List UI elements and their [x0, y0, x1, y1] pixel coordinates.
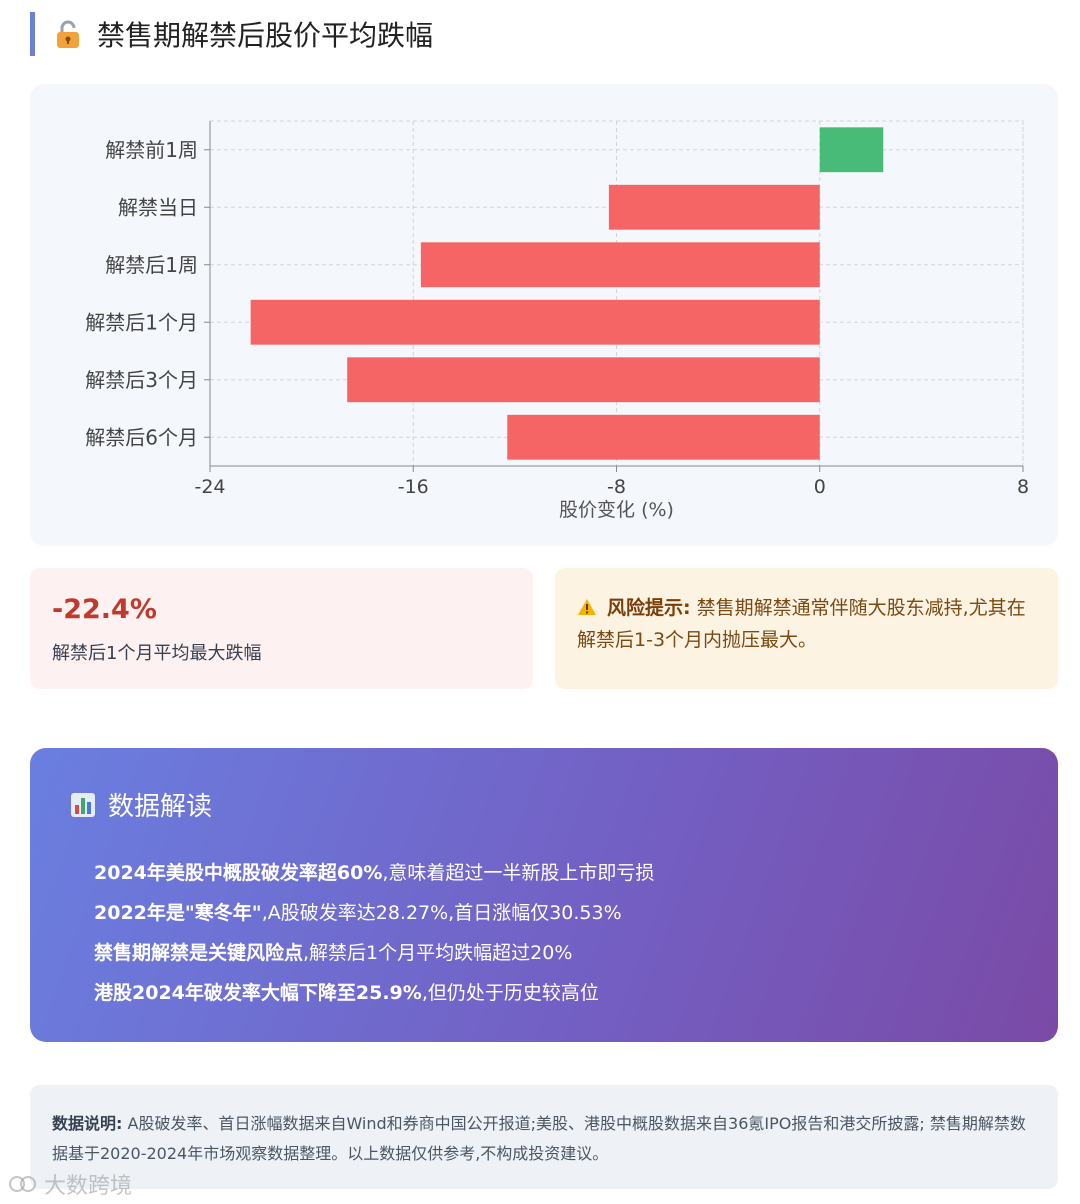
insight-item: 港股2024年破发率大幅下降至25.9%,但仍处于历史较高位 [94, 982, 599, 1004]
chart-card: -24 -16 -8 0 8 解禁前1周解禁当日解禁后1周解禁后1个月 解禁后3个月 解禁后6… [30, 84, 1058, 546]
insight-header: 数据解读 [70, 786, 1018, 823]
section-header: 禁售期解禁后股价平均跌幅 [30, 12, 433, 56]
insight-item: 禁售期解禁是关键风险点,解禁后1个月平均跌幅超过20% [94, 942, 573, 964]
watermark-logo-icon [8, 1173, 38, 1195]
risk-text: 禁售期解禁通常伴随大股东减持,尤其在解禁后1-3个月内抛压最大。 [577, 597, 1026, 651]
x-tick-label: -16 [398, 476, 429, 498]
risk-card: 风险提示: 禁售期解禁通常伴随大股东减持,尤其在解禁后1-3个月内抛压最大。 [555, 568, 1058, 689]
risk-title: 风险提示: [607, 597, 691, 619]
stat-card: -22.4% 解禁后1个月平均最大跌幅 [30, 568, 533, 689]
bar [250, 299, 820, 345]
x-tick-label: -24 [194, 476, 225, 498]
stat-value: -22.4% [52, 594, 157, 625]
unlock-icon [55, 19, 81, 49]
bar-chart-icon [70, 792, 96, 818]
stat-label: 解禁后1个月平均最大跌幅 [52, 643, 262, 664]
bar [347, 357, 820, 403]
insight-card: 数据解读 2024年美股中概股破发率超60%,意味着超过一半新股上市即亏损 20… [30, 748, 1058, 1042]
note-text: A股破发率、首日涨幅数据来自Wind和券商中国公开报道;美股、港股中概股数据来自… [52, 1114, 1026, 1163]
bar [507, 414, 820, 460]
bar [608, 184, 820, 230]
insight-item: 2024年美股中概股破发率超60%,意味着超过一半新股上市即亏损 [94, 862, 655, 884]
insight-item: 2022年是"寒冬年",A股破发率达28.27%,首日涨幅仅30.53% [94, 902, 622, 924]
y-tick-label: 解禁后3个月 [85, 368, 198, 392]
x-tick-label: 8 [1017, 476, 1029, 498]
data-note: 数据说明: A股破发率、首日涨幅数据来自Wind和券商中国公开报道;美股、港股中… [30, 1085, 1058, 1189]
y-tick-label: 解禁当日 [118, 195, 198, 219]
bar [819, 127, 884, 173]
y-tick-label: 解禁后1周 [105, 253, 198, 277]
bar-chart: -24 -16 -8 0 8 解禁前1周解禁当日解禁后1周解禁后1个月解禁后3个月解禁后6… [85, 120, 1029, 521]
y-tick-label: 解禁后6个月 [85, 425, 198, 449]
page-title: 禁售期解禁后股价平均跌幅 [97, 19, 434, 52]
watermark: 大数跨境 [8, 1168, 132, 1200]
x-axis-label: 股价变化 (%) [559, 499, 674, 521]
watermark-text: 大数跨境 [44, 1174, 133, 1199]
x-tick-label: -8 [607, 476, 626, 498]
x-tick-label: 0 [814, 476, 826, 498]
warning-icon [577, 592, 599, 624]
bar [420, 242, 820, 288]
y-tick-label: 解禁后1个月 [85, 310, 198, 334]
note-label: 数据说明: [52, 1114, 123, 1133]
insight-list: 2024年美股中概股破发率超60%,意味着超过一半新股上市即亏损 2022年是"… [94, 853, 1018, 1013]
y-tick-label: 解禁前1周 [105, 138, 198, 162]
insight-title: 数据解读 [108, 792, 213, 822]
